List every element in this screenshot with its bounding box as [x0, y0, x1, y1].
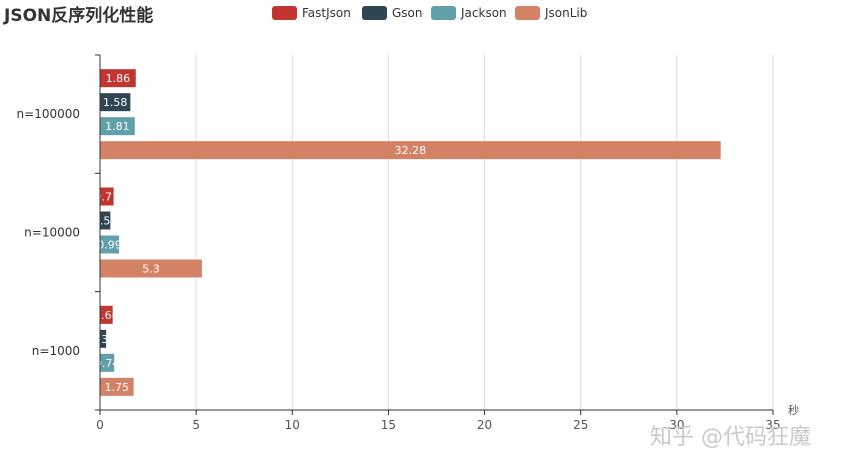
bar-value-label: 0.99	[97, 239, 122, 252]
bar-value-label: 0.66	[94, 309, 119, 322]
bar-value-label: 32.28	[395, 144, 427, 157]
bar-value-label: 0.71	[95, 191, 120, 204]
x-axis-unit: 秒	[788, 403, 799, 417]
x-tick-label: 0	[96, 418, 104, 432]
bar[interactable]	[100, 353, 115, 372]
legend-item[interactable]: FastJson	[272, 6, 351, 20]
x-tick-label: 30	[669, 418, 684, 432]
legend-swatch	[515, 6, 540, 20]
bar[interactable]	[100, 259, 202, 278]
y-category-label: n=1000	[32, 344, 80, 358]
bar[interactable]	[100, 117, 135, 136]
x-tick-label: 35	[765, 418, 780, 432]
bar-value-label: 0.54	[93, 215, 118, 228]
x-tick-label: 20	[477, 418, 492, 432]
legend[interactable]: FastJson Gson Jackson JsonLib	[272, 6, 587, 20]
bar[interactable]	[100, 377, 134, 396]
bar-value-label: 1.86	[106, 72, 131, 85]
legend-item[interactable]: Gson	[362, 6, 423, 20]
bar-value-label: 0.32	[91, 333, 116, 346]
legend-item[interactable]: JsonLib	[515, 6, 587, 20]
x-tick-label: 15	[381, 418, 396, 432]
bar-value-label: 0.74	[95, 357, 120, 370]
axes: 0 5 10 15 20 25 30 35 n=100000 n=10000 n=1000	[17, 54, 781, 432]
bar-value-label: 1.75	[105, 381, 130, 394]
legend-swatch	[272, 6, 297, 20]
bar[interactable]	[100, 93, 131, 112]
chart-title: JSON反序列化性能	[3, 5, 153, 26]
x-tick-label: 5	[192, 418, 200, 432]
bar[interactable]	[100, 141, 721, 160]
x-tick-label: 10	[285, 418, 300, 432]
bar[interactable]	[100, 329, 107, 348]
bar[interactable]	[100, 235, 120, 254]
legend-label: Gson	[392, 6, 423, 20]
legend-item[interactable]: Jackson	[431, 6, 507, 20]
x-tick-label: 25	[573, 418, 588, 432]
legend-swatch	[362, 6, 387, 20]
bar[interactable]	[100, 69, 136, 88]
legend-swatch	[431, 6, 456, 20]
bar[interactable]	[100, 211, 111, 230]
y-category-label: n=100000	[17, 107, 80, 121]
y-category-label: n=10000	[24, 226, 80, 240]
bar[interactable]	[100, 305, 113, 324]
legend-label: JsonLib	[544, 6, 587, 20]
bar-value-label: 5.3	[142, 263, 160, 276]
grid-lines	[195, 55, 774, 410]
bar-value-label: 1.58	[103, 96, 128, 109]
bar-value-label: 1.81	[105, 120, 130, 133]
legend-label: FastJson	[302, 6, 351, 20]
watermark: 知乎 @代码狂魔	[650, 425, 811, 450]
bar[interactable]	[100, 187, 114, 206]
legend-label: Jackson	[460, 6, 507, 20]
bars: 1.86 1.58 1.81 32.28 0.71 0.54 0.99 5.3 0.66 0.32…	[91, 69, 721, 396]
